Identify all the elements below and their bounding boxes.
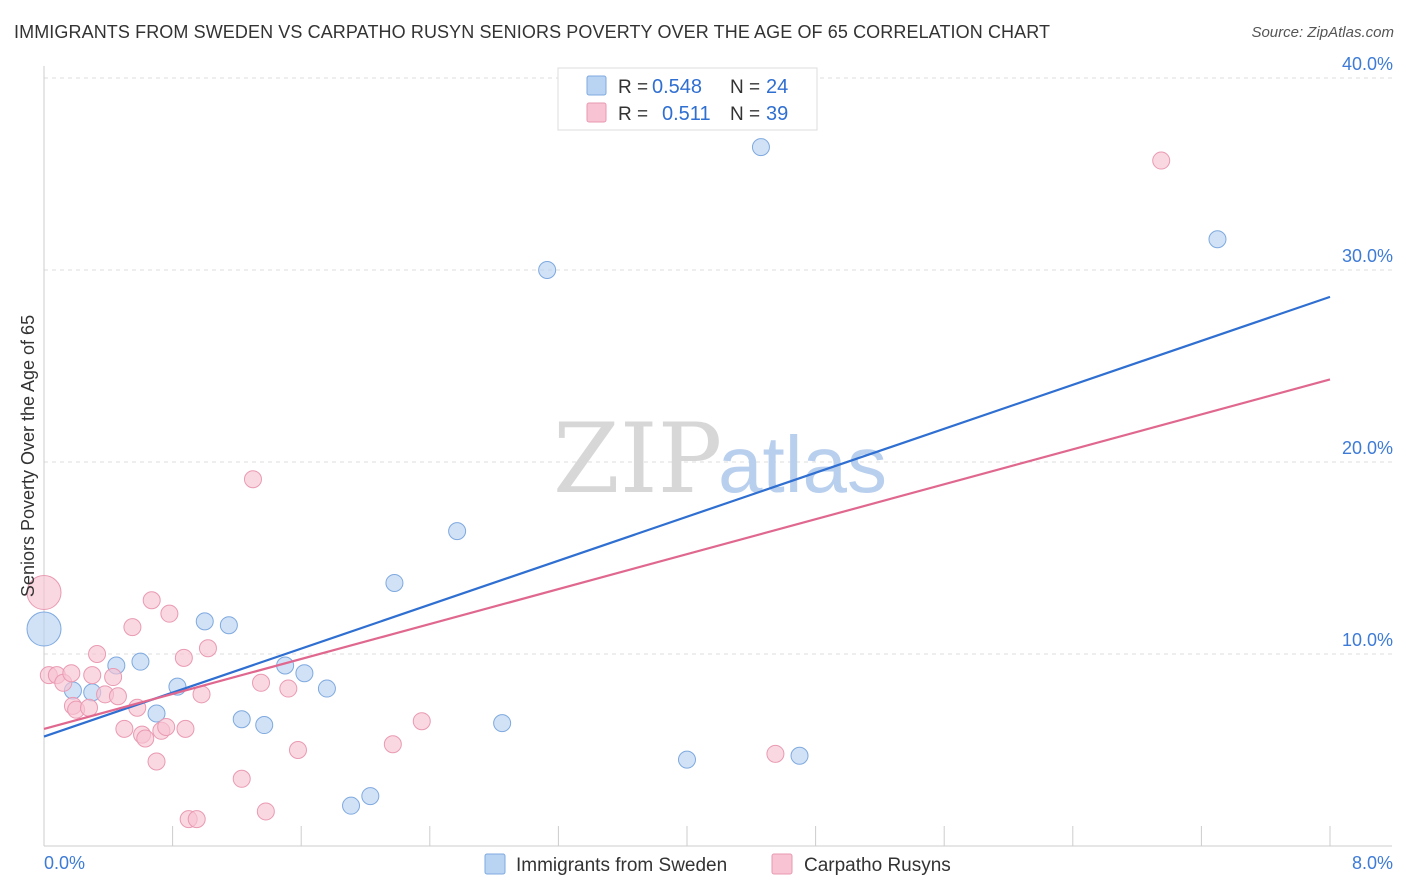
point-sweden [26,611,62,647]
y-tick-label: 40.0% [1342,54,1393,74]
y-tick-label: 10.0% [1342,630,1393,650]
legend-label-carpatho: Carpatho Rusyns [804,855,951,876]
stats-legend-swatch-pink [586,102,607,123]
stats-legend-swatch-blue [586,75,607,96]
stats-n-label-blue: N = [730,77,760,98]
watermark: ZIP atlas [553,403,887,515]
point-sweden [448,522,467,541]
point-carpatho [383,735,402,754]
trend-line-carpatho [43,378,1331,730]
point-carpatho [108,687,127,706]
point-carpatho [252,673,271,692]
legend-swatch-carpatho [771,853,793,875]
chart-title: IMMIGRANTS FROM SWEDEN VS CARPATHO RUSYN… [14,22,1051,42]
stats-r-value-pink: 0.511 [662,103,711,125]
point-sweden [131,652,150,671]
stats-n-value-blue: 24 [766,76,788,98]
point-carpatho [26,575,62,611]
stats-r-label-blue: R = [618,77,648,98]
point-carpatho [1152,151,1171,170]
point-carpatho [198,639,217,658]
point-sweden [219,616,238,635]
point-carpatho [243,470,262,489]
point-carpatho [187,810,206,829]
point-carpatho [123,618,142,637]
trend-lines [43,295,1331,738]
legend-label-sweden: Immigrants from Sweden [516,855,727,876]
point-carpatho [160,604,179,623]
stats-legend: R = 0.548 N = 24 R = 0.511 N = 39 [557,67,818,131]
point-sweden [790,746,809,765]
watermark-atlas: atlas [718,420,887,509]
point-sweden [678,750,696,769]
point-carpatho [174,648,193,667]
point-carpatho [256,802,275,821]
point-carpatho [147,752,166,771]
stats-n-label-pink: N = [730,104,760,125]
series-legend: Immigrants from Sweden Carpatho Rusyns [484,853,951,876]
point-sweden [255,716,274,735]
point-carpatho [288,741,307,759]
x-tick-label: 0.0% [44,853,85,873]
point-carpatho [142,591,161,610]
legend-swatch-sweden [484,853,506,875]
point-sweden [317,679,336,698]
point-carpatho [104,668,123,687]
point-sweden [147,704,166,723]
point-sweden [295,664,314,683]
y-axis-title: Seniors Poverty Over the Age of 65 [18,315,38,597]
point-sweden [538,261,557,279]
stats-n-value-pink: 39 [766,103,788,125]
stats-r-label-pink: R = [618,104,648,125]
tick-labels: 10.0% 20.0% 30.0% 40.0% 0.0% 8.0% [44,54,1393,873]
point-carpatho [279,679,298,698]
point-sweden [361,787,380,806]
point-sweden [195,612,214,631]
point-carpatho [157,717,176,736]
x-tick-label: 8.0% [1352,853,1393,873]
point-sweden [342,796,361,815]
point-sweden [751,138,770,157]
y-tick-label: 20.0% [1342,438,1393,458]
point-carpatho [176,719,195,738]
y-tick-label: 30.0% [1342,246,1393,266]
point-carpatho [83,666,102,685]
point-sweden [385,573,404,592]
point-carpatho [80,698,99,717]
point-carpatho [412,712,431,731]
trend-line-sweden [43,295,1331,738]
stats-r-value-blue: 0.548 [652,76,702,98]
point-carpatho [88,645,107,663]
gridlines [44,77,1392,655]
point-carpatho [136,729,155,748]
point-sweden [1208,230,1227,249]
axes [43,66,1392,847]
point-carpatho [62,664,81,683]
point-sweden [493,714,512,733]
point-carpatho [115,719,134,738]
point-sweden [232,710,251,729]
point-carpatho [232,769,251,788]
point-carpatho [766,744,785,763]
data-points [26,138,1227,829]
watermark-zip: ZIP [553,403,722,515]
source-credit: Source: ZipAtlas.com [1251,24,1394,41]
